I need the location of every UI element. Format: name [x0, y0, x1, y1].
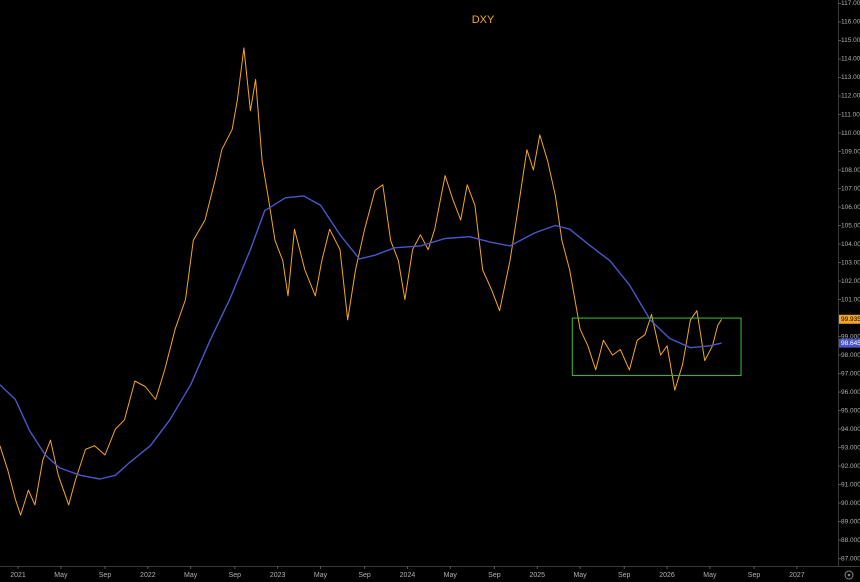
series-line	[0, 195, 722, 480]
x-tick-label: May	[54, 572, 68, 579]
y-tick-label: 109.000	[841, 148, 860, 155]
x-tick-label: 2025	[529, 572, 545, 579]
x-tick-label: Sep	[99, 572, 112, 579]
last-value-box	[839, 338, 860, 348]
x-tick-label: Sep	[488, 572, 501, 579]
y-tick-label: 99.000	[841, 333, 860, 340]
x-tick-label: Sep	[618, 572, 631, 579]
y-tick-label: 107.000	[841, 185, 860, 192]
y-tick-label: 97.000	[841, 370, 860, 377]
x-tick-label: May	[184, 572, 198, 579]
y-tick-label: 101.000	[841, 296, 860, 303]
y-tick-label: 88.000	[841, 537, 860, 544]
y-tick-label: 87.000	[841, 555, 860, 562]
y-tick-label: 104.000	[841, 241, 860, 248]
y-tick-label: 106.000	[841, 204, 860, 211]
last-value-label: 98.645	[841, 340, 860, 347]
y-tick-label: 117.000	[841, 0, 860, 7]
y-tick-label: 105.000	[841, 222, 860, 229]
y-tick-label: 113.000	[841, 74, 860, 81]
y-tick-label: 90.000	[841, 500, 860, 507]
x-tick-label: 2027	[789, 572, 805, 579]
series-line	[0, 47, 723, 516]
x-tick-label: 2023	[270, 572, 286, 579]
last-value-label: 99.935	[841, 316, 860, 323]
x-tick-label: Sep	[229, 572, 242, 579]
last-value-box	[839, 314, 860, 324]
y-tick-label: 114.000	[841, 56, 860, 63]
y-tick-label: 112.000	[841, 93, 860, 100]
settings-icon-dot	[847, 573, 851, 577]
x-tick-label: May	[573, 572, 587, 579]
x-tick-label: May	[314, 572, 328, 579]
y-tick-label: 115.000	[841, 37, 860, 44]
y-tick-label: 94.000	[841, 426, 860, 433]
y-tick-label: 108.000	[841, 167, 860, 174]
y-tick-label: 95.000	[841, 407, 860, 414]
y-tick-label: 98.000	[841, 352, 860, 359]
y-tick-label: 92.000	[841, 463, 860, 470]
y-tick-label: 110.000	[841, 130, 860, 137]
x-tick-label: Sep	[748, 572, 761, 579]
y-tick-label: 93.000	[841, 444, 860, 451]
y-tick-label: 103.000	[841, 259, 860, 266]
settings-icon[interactable]	[844, 570, 854, 580]
x-tick-label: 2022	[140, 572, 156, 579]
y-tick-label: 89.000	[841, 518, 860, 525]
y-tick-label: 111.000	[841, 111, 860, 118]
y-tick-label: 116.000	[841, 19, 860, 26]
range-box	[571, 317, 742, 376]
y-tick-label: 91.000	[841, 481, 860, 488]
y-tick-label: 102.000	[841, 278, 860, 285]
x-tick-label: Sep	[358, 572, 371, 579]
y-tick-label: 96.000	[841, 389, 860, 396]
chart-title: DXY	[472, 14, 495, 26]
x-tick-label: 2021	[10, 572, 26, 579]
x-tick-label: May	[703, 572, 717, 579]
x-tick-label: 2024	[400, 572, 416, 579]
x-tick-label: May	[444, 572, 458, 579]
x-tick-label: 2026	[659, 572, 675, 579]
